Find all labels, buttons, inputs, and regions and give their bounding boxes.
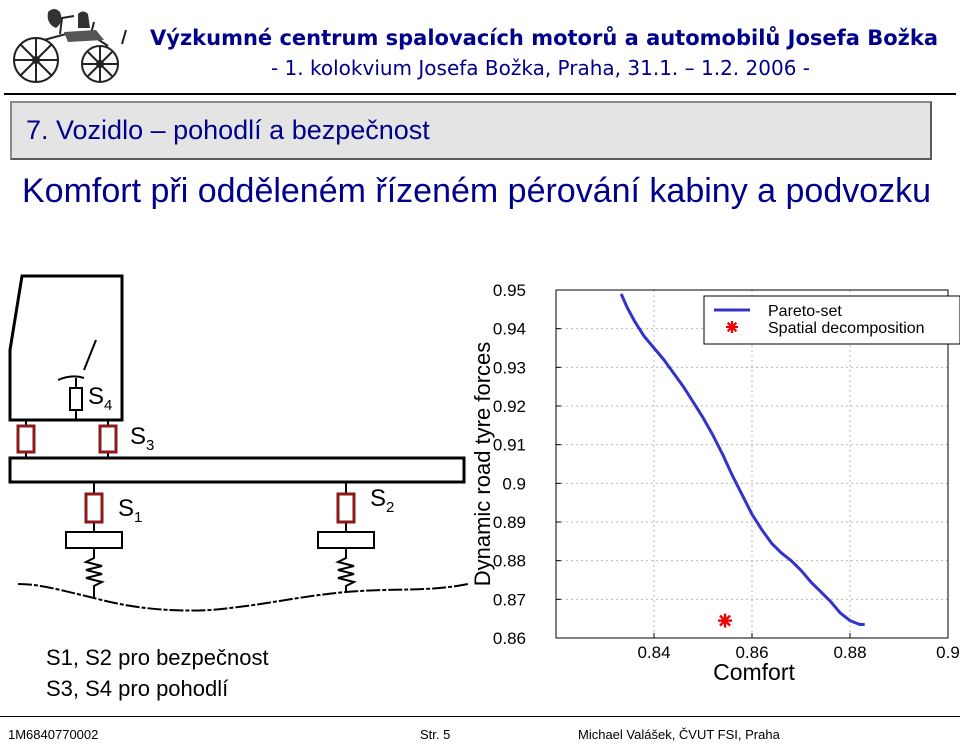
legend-label: Pareto-set	[768, 303, 842, 320]
tyre-spring-right	[335, 548, 357, 592]
cabin-damper-s3	[98, 420, 118, 458]
pareto-chart: 0.84 0.86 0.88 0.9 0.95 0.94 0.93 0.92 0.91 0.9 0.…	[470, 281, 960, 685]
y-tick-label: 0.95	[493, 281, 526, 300]
suspension-diagram: S 4 S 3 S 1 S 2	[8, 274, 469, 612]
asterisk-stroke	[726, 321, 738, 333]
x-tick-label: 0.86	[735, 643, 768, 662]
x-tick-label: 0.84	[637, 643, 670, 662]
label-s2-sub: 2	[386, 499, 394, 516]
label-s3-sub: 3	[146, 437, 154, 454]
x-axis-title: Comfort	[713, 659, 795, 685]
series-pareto-set-line	[619, 293, 865, 626]
historic-car-logo	[4, 4, 134, 88]
header-title: Výzkumné centrum spalovacích motorů a au…	[150, 26, 939, 50]
y-tick-label: 0.86	[493, 629, 526, 648]
legend-label: Spatial decomposition	[768, 320, 925, 337]
label-s1: S	[118, 495, 134, 522]
header-divider	[4, 93, 956, 95]
section-title: 7. Vozidlo – pohodlí a bezpečnost	[26, 115, 430, 145]
cabin	[8, 274, 124, 422]
y-tick-label: 0.93	[493, 358, 526, 377]
label-s2: S	[370, 485, 386, 512]
y-tick-label: 0.94	[493, 320, 526, 339]
label-s4: S	[88, 383, 104, 410]
header-subtitle: - 1. kolokvium Josefa Božka, Praha, 31.1…	[270, 56, 810, 80]
y-tick-label: 0.92	[493, 397, 526, 416]
y-axis-title: Dynamic road tyre forces	[470, 342, 495, 587]
legend-box	[703, 295, 960, 345]
chassis-frame	[8, 456, 466, 484]
footer-page-number: Str. 5	[420, 727, 451, 742]
label-s3: S	[130, 423, 146, 450]
legend-safety: S1, S2 pro bezpečnost	[46, 645, 269, 670]
wheel-damper-s1	[84, 482, 104, 532]
section-bar: 7. Vozidlo – pohodlí a bezpečnost	[10, 101, 932, 160]
label-s1-sub: 1	[134, 509, 142, 526]
y-tick-label: 0.87	[493, 590, 526, 609]
x-tick-label: 0.88	[833, 643, 866, 662]
wheel-damper-s2	[336, 482, 356, 532]
axle-left	[65, 531, 123, 549]
asterisk-stroke	[719, 614, 731, 627]
y-tick-label: 0.89	[493, 513, 526, 532]
seat-damper-s4	[69, 378, 83, 420]
series-spatial-decomposition-marker	[718, 613, 733, 628]
cabin-damper-left	[16, 420, 36, 458]
slide-title: Komfort při odděleném řízeném pérování k…	[22, 172, 932, 210]
footer-divider	[0, 716, 960, 717]
legend-comfort: S3, S4 pro pohodlí	[46, 676, 229, 701]
footer-project-id: 1M6840770002	[8, 727, 99, 742]
y-tick-label: 0.88	[493, 552, 526, 571]
x-tick-label: 0.9	[936, 643, 960, 662]
road-profile	[17, 583, 469, 612]
y-tick-label: 0.9	[502, 474, 526, 493]
legend-spatial-decomposition-swatch	[726, 321, 738, 333]
footer-author: Michael Valášek, ČVUT FSI, Praha	[578, 727, 780, 742]
tyre-spring-left	[83, 548, 105, 598]
y-tick-label: 0.91	[493, 436, 526, 455]
label-s4-sub: 4	[104, 397, 112, 414]
axle-right	[317, 531, 375, 549]
